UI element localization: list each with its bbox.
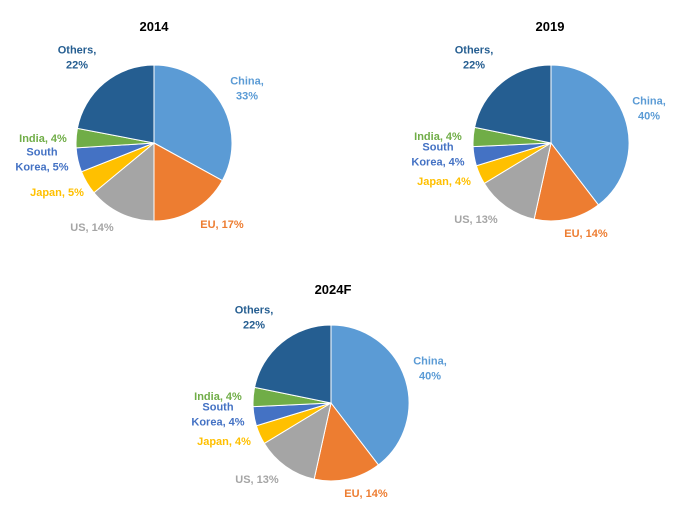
data-label-eu: EU, 14% [344,488,388,500]
data-label-india: India, 4% [19,133,67,145]
pie-slice-china [550,64,630,206]
pie-slice-china [330,324,410,466]
data-label-others: Others, 22% [235,305,274,332]
data-label-others: Others, 22% [455,45,494,72]
data-label-south-korea: South Korea, 4% [411,142,464,169]
chart-title: 2024F [315,282,352,297]
chart-title: 2014 [140,19,170,34]
data-label-us: US, 13% [454,214,498,226]
data-label-japan: Japan, 4% [417,176,471,188]
pie-slice-us [93,141,155,222]
data-label-china: China, 33% [230,76,264,103]
pie-chart-2019: 2019 China, 40% EU, 14% US, 13% Japan, 4% Sout… [411,19,665,240]
data-label-eu: EU, 14% [564,228,608,240]
chart-title: 2019 [536,19,565,34]
data-label-south-korea: South Korea, 4% [191,402,244,429]
pie-slice-others [473,64,552,144]
pie-slice-china [153,64,233,182]
data-label-others: Others, 22% [58,45,97,72]
pie-slice-others [76,64,155,144]
data-label-china: China, 40% [413,356,447,383]
data-label-japan: Japan, 4% [197,436,251,448]
data-label-us: US, 13% [235,474,279,486]
data-label-south-korea: South Korea, 5% [15,147,68,174]
data-label-eu: EU, 17% [200,219,244,231]
pie-slice-others [253,324,332,404]
pie-chart-2014: 2014 China, 33% EU, 17% US, 14% Japan, 5% Sout… [15,19,263,234]
data-label-india: India, 4% [414,131,462,143]
data-label-japan: Japan, 5% [30,187,84,199]
pie-slice-us [263,401,332,480]
pie-chart-2024f: 2024F China, 40% EU, 14% US, 13% Japan, 4% Sou… [191,282,446,500]
data-label-us: US, 14% [70,222,114,234]
pie-slice-eu [533,141,600,222]
pie-slice-eu [313,401,380,482]
pie-slice-eu [153,142,224,222]
pie-slice-us [483,141,552,220]
data-label-india: India, 4% [194,391,242,403]
data-label-china: China, 40% [632,96,666,123]
